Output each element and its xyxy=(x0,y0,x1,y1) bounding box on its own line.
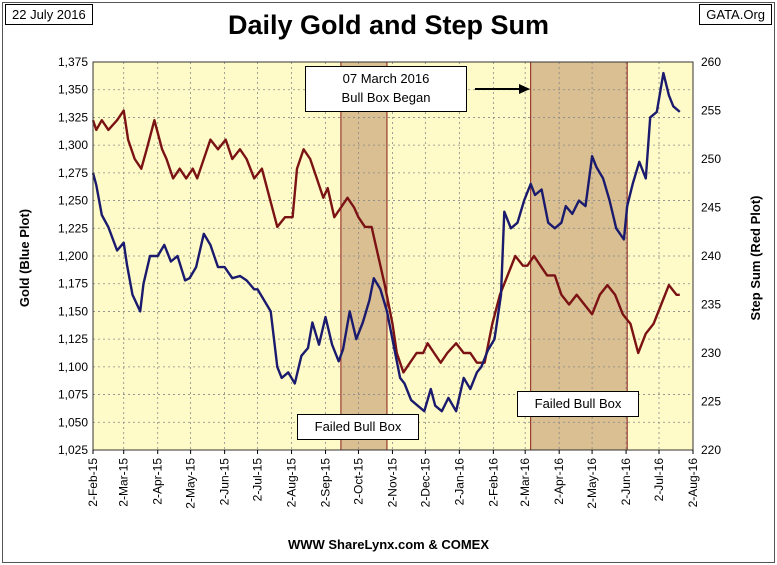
y2-tick-label: 230 xyxy=(701,346,721,360)
x-tick-label: 2-Jul-16 xyxy=(652,458,666,502)
x-tick-label: 2-Aug-15 xyxy=(285,458,299,508)
footer-credit: WWW ShareLynx.com & COMEX xyxy=(287,537,490,552)
x-tick-label: 2-May-16 xyxy=(585,458,599,509)
y-tick-label: 1,250 xyxy=(58,194,88,208)
y2-tick-label: 255 xyxy=(701,104,721,118)
x-tick-label: 2-Sep-15 xyxy=(319,458,333,508)
x-tick-label: 2-Apr-16 xyxy=(552,458,566,505)
y-tick-label: 1,275 xyxy=(58,166,88,180)
x-tick-label: 2-Mar-15 xyxy=(117,458,131,507)
bull-box-began-text: Bull Box Began xyxy=(341,90,431,105)
x-tick-label: 2-Apr-15 xyxy=(151,458,165,505)
y2-tick-label: 225 xyxy=(701,395,721,409)
y-tick-label: 1,225 xyxy=(58,221,88,235)
failed-bull-box-label-1: Failed Bull Box xyxy=(297,414,419,440)
y-tick-label: 1,050 xyxy=(58,415,88,429)
arrow-icon xyxy=(475,84,530,94)
bull-box-began-annotation: 07 March 2016 Bull Box Began xyxy=(305,66,467,112)
x-tick-label: 2-Feb-16 xyxy=(486,458,500,507)
x-tick-label: 2-Aug-16 xyxy=(686,458,700,508)
date-label: 22 July 2016 xyxy=(5,4,93,25)
y-tick-label: 1,175 xyxy=(58,277,88,291)
x-tick-label: 2-Jun-16 xyxy=(619,458,633,506)
y2-tick-label: 240 xyxy=(701,249,721,263)
failed-bull-box-label-2: Failed Bull Box xyxy=(517,391,639,417)
y-tick-label: 1,375 xyxy=(58,55,88,69)
x-tick-label: 2-Jun-15 xyxy=(218,458,232,506)
y2-axis-title: Step Sum (Red Plot) xyxy=(748,196,763,321)
y-tick-label: 1,100 xyxy=(58,360,88,374)
y-tick-label: 1,025 xyxy=(58,443,88,457)
bull-box-began-date: 07 March 2016 xyxy=(342,71,430,86)
source-label: GATA.Org xyxy=(699,4,772,25)
y-tick-label: 1,350 xyxy=(58,83,88,97)
x-tick-label: 2-May-15 xyxy=(184,458,198,509)
chart-title: Daily Gold and Step Sum xyxy=(227,10,550,40)
y-tick-label: 1,300 xyxy=(58,138,88,152)
y-axis-title: Gold (Blue Plot) xyxy=(17,209,32,307)
y2-tick-label: 235 xyxy=(701,298,721,312)
x-tick-label: 2-Feb-15 xyxy=(86,458,100,507)
x-tick-label: 2-Mar-16 xyxy=(518,458,532,507)
x-tick-label: 2-Jul-15 xyxy=(251,458,265,502)
gold-line xyxy=(91,71,681,413)
y-tick-label: 1,125 xyxy=(58,332,88,346)
x-tick-label: 2-Nov-15 xyxy=(385,458,399,508)
axes: 2-Feb-15 2-Mar-15 2-Apr-15 2-May-15 2-Jun-15… xyxy=(58,55,721,509)
y-tick-label: 1,200 xyxy=(58,249,88,263)
y-tick-label: 1,150 xyxy=(58,304,88,318)
series-lines xyxy=(91,71,681,413)
y2-tick-label: 220 xyxy=(701,443,721,457)
x-tick-label: 2-Oct-15 xyxy=(351,458,365,505)
plot-border xyxy=(92,61,694,451)
y2-tick-label: 260 xyxy=(701,55,721,69)
y-tick-label: 1,075 xyxy=(58,388,88,402)
step-sum-line xyxy=(91,109,680,374)
y-tick-label: 1,325 xyxy=(58,110,88,124)
x-tick-label: 2-Dec-15 xyxy=(418,458,432,508)
y2-tick-label: 250 xyxy=(701,152,721,166)
x-tick-label: 2-Jan-16 xyxy=(452,458,466,506)
y2-tick-label: 245 xyxy=(701,201,721,215)
